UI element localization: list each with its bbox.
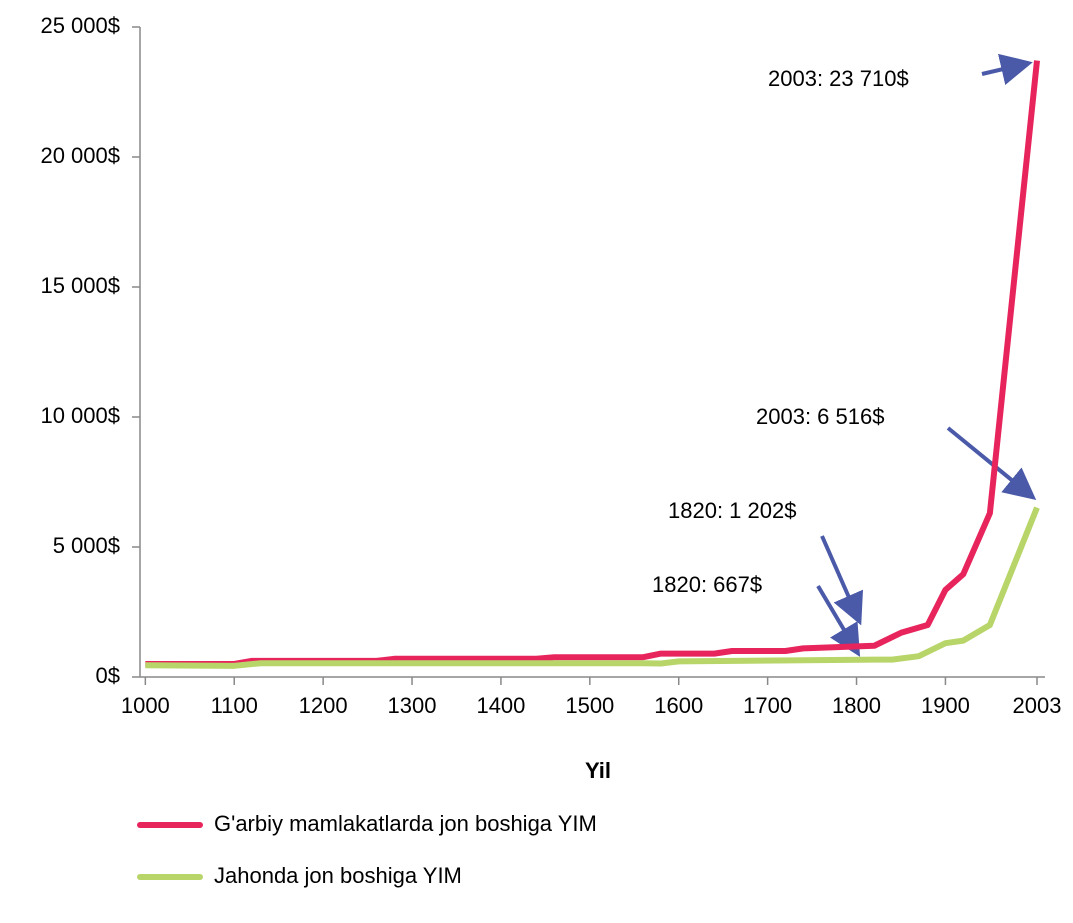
x-tick-label: 1600 — [654, 693, 703, 718]
legend-label: G'arbiy mamlakatlarda jon boshiga YIM — [214, 811, 597, 836]
annotation: 1820: 1 202$ — [668, 498, 796, 523]
x-tick-label: 1900 — [921, 693, 970, 718]
series-line — [145, 506, 1040, 669]
annotation: 2003: 23 710$ — [768, 66, 909, 91]
y-tick-label: 15 000$ — [40, 273, 120, 298]
annotation-arrow — [946, 426, 1037, 501]
series-line — [145, 60, 1040, 667]
y-tick-label: 25 000$ — [40, 13, 120, 38]
x-tick-label: 2003 — [1013, 693, 1062, 718]
y-tick-label: 0$ — [96, 663, 120, 688]
annotation-arrow — [820, 535, 864, 626]
y-tick-label: 20 000$ — [40, 143, 120, 168]
x-tick-label: 1300 — [388, 693, 437, 718]
annotation: 1820: 667$ — [652, 572, 762, 597]
x-tick-label: 1200 — [299, 693, 348, 718]
annotation-arrow — [981, 53, 1033, 86]
x-tick-label: 1800 — [832, 693, 881, 718]
x-tick-label: 1700 — [743, 693, 792, 718]
x-tick-label: 1500 — [565, 693, 614, 718]
x-tick-label: 1000 — [121, 693, 170, 718]
y-tick-label: 5 000$ — [53, 533, 120, 558]
x-tick-label: 1100 — [211, 693, 258, 718]
annotation-arrow — [816, 584, 861, 657]
x-axis-title: Yil — [585, 758, 611, 783]
annotation: 2003: 6 516$ — [756, 404, 884, 429]
legend-label: Jahonda jon boshiga YIM — [214, 863, 462, 888]
x-tick-label: 1400 — [476, 693, 525, 718]
y-tick-label: 10 000$ — [40, 403, 120, 428]
